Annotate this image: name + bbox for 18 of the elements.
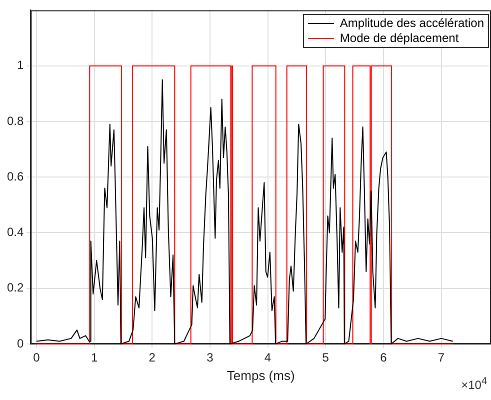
y-tick-label: 0.4 bbox=[6, 225, 24, 240]
x-tick-label: 7 bbox=[438, 350, 445, 365]
x-axis-title: Temps (ms) bbox=[226, 368, 295, 383]
x-tick-label: 4 bbox=[264, 350, 272, 365]
y-tick-label: 1 bbox=[16, 58, 24, 72]
y-tick-label: 0.2 bbox=[6, 280, 24, 295]
x-tick-label: 1 bbox=[90, 350, 98, 365]
text: ×10$^{4}$ bbox=[461, 376, 487, 392]
x-tick-label: 2 bbox=[148, 350, 156, 365]
x-tick-label: 3 bbox=[206, 350, 214, 365]
x-tick-label: 6 bbox=[380, 350, 388, 365]
legend-label: Amplitude des accélération bbox=[340, 16, 484, 31]
y-tick-label: 0.8 bbox=[6, 114, 24, 128]
legend-label: Mode de déplacement bbox=[340, 31, 459, 46]
y-tick-label: 0 bbox=[16, 336, 24, 350]
x-tick-label: 5 bbox=[322, 350, 330, 365]
x-tick-label: 0 bbox=[33, 350, 40, 365]
y-tick-label: 0.6 bbox=[6, 169, 24, 184]
